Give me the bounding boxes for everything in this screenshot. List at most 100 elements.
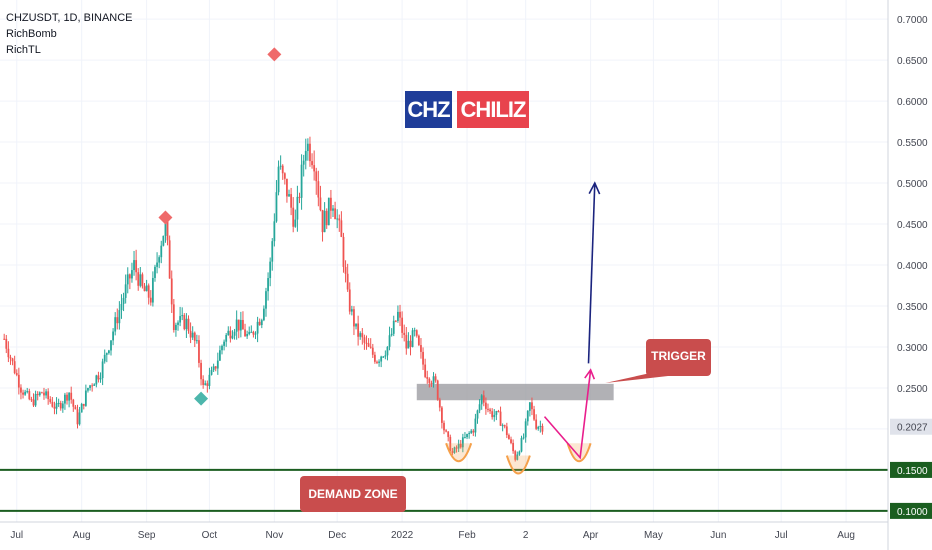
candle-body — [55, 403, 58, 409]
candle-body — [332, 208, 334, 211]
candle-body — [38, 392, 41, 396]
candle-body — [461, 437, 464, 448]
candle-body — [91, 385, 94, 387]
x-tick-label: Nov — [265, 530, 283, 541]
y-tick-label: 0.2500 — [897, 384, 928, 395]
candle-body — [51, 401, 54, 407]
candle-body — [97, 375, 100, 380]
candle-body — [82, 403, 85, 406]
candle-body — [336, 218, 339, 220]
candle-body — [281, 165, 284, 174]
candle-body — [250, 331, 253, 333]
candle-body — [315, 171, 318, 182]
candle-body — [288, 194, 290, 197]
projected-path — [543, 369, 592, 460]
candle-body — [172, 304, 175, 331]
candle-body — [166, 218, 169, 241]
candle-body — [478, 404, 481, 411]
candle-body — [110, 340, 112, 351]
candle-body — [340, 220, 343, 237]
candle-body — [11, 358, 14, 362]
candle-body — [533, 409, 535, 420]
candle-body — [246, 334, 249, 337]
candle-body — [457, 443, 460, 449]
candle-body — [300, 164, 303, 198]
candle-body — [290, 194, 293, 208]
candle-body — [541, 425, 544, 432]
target-arrow-head — [588, 181, 601, 195]
candle-body — [449, 436, 452, 452]
candle-body — [5, 338, 8, 349]
candle-body — [417, 335, 420, 346]
candle-body — [273, 221, 276, 242]
candle-body — [195, 340, 198, 342]
candle-body — [244, 329, 246, 337]
candle-body — [210, 370, 213, 375]
demand-zone-label: DEMAND ZONE — [300, 476, 406, 512]
candle-body — [256, 321, 259, 334]
candle-body — [476, 410, 479, 419]
candle-body — [319, 197, 322, 211]
candle-body — [413, 330, 416, 332]
candle-body — [415, 330, 418, 336]
candle-body — [298, 196, 301, 198]
candle-body — [30, 399, 33, 401]
candle-body — [22, 392, 24, 395]
projected-path-arrowhead — [584, 368, 596, 380]
cup-pattern-arc — [445, 442, 473, 463]
candle-body — [512, 442, 515, 452]
candle-body — [397, 311, 399, 322]
candle-body — [112, 331, 114, 341]
candle-body — [204, 383, 207, 385]
candle-body — [61, 403, 64, 409]
drawing-annotations — [445, 181, 668, 475]
candle-body — [200, 362, 202, 380]
candle-body — [474, 418, 477, 433]
candle-body — [212, 366, 215, 371]
candle-body — [350, 309, 353, 312]
candle-body — [482, 395, 485, 403]
candle-body — [227, 330, 230, 335]
indicator-richtl[interactable]: RichTL — [6, 44, 41, 56]
candle-body — [317, 181, 320, 198]
x-tick-label: 2022 — [391, 530, 414, 541]
candle-body — [279, 165, 282, 167]
candle-body — [147, 285, 150, 298]
candle-body — [373, 354, 376, 362]
signal-markers — [158, 47, 282, 406]
y-tick-label: 0.6000 — [897, 97, 928, 108]
candle-body — [409, 340, 412, 347]
candle-body — [235, 319, 238, 332]
candle-body — [334, 208, 336, 220]
candle-body — [120, 303, 123, 311]
candle-body — [95, 375, 98, 385]
candle-body — [495, 411, 498, 415]
candle-body — [468, 433, 471, 435]
candle-body — [124, 284, 127, 298]
candle-body — [524, 421, 527, 438]
candle-body — [262, 308, 265, 321]
candle-body — [459, 443, 462, 448]
candle-body — [388, 335, 391, 347]
candle-body — [258, 321, 261, 326]
candle-body — [198, 340, 200, 363]
candle-body — [9, 357, 12, 359]
candle-body — [187, 318, 190, 331]
candle-body — [237, 319, 240, 331]
candle-body — [185, 318, 188, 330]
candle-body — [183, 315, 186, 330]
candle-body — [154, 266, 156, 278]
candle-body — [87, 388, 89, 391]
candle-body — [338, 218, 341, 221]
x-tick-label: 2 — [523, 530, 529, 541]
candle-body — [49, 399, 52, 402]
y-tick-label: 0.3000 — [897, 343, 928, 354]
chart-legend: CHZUSDT, 1D, BINANCE RichBomb RichTL — [6, 10, 133, 58]
candle-body — [252, 331, 255, 335]
candle-body — [68, 392, 71, 401]
candle-body — [231, 335, 234, 339]
candle-body — [105, 353, 108, 355]
indicator-richbomb[interactable]: RichBomb — [6, 28, 57, 40]
x-tick-label: Oct — [202, 530, 218, 541]
